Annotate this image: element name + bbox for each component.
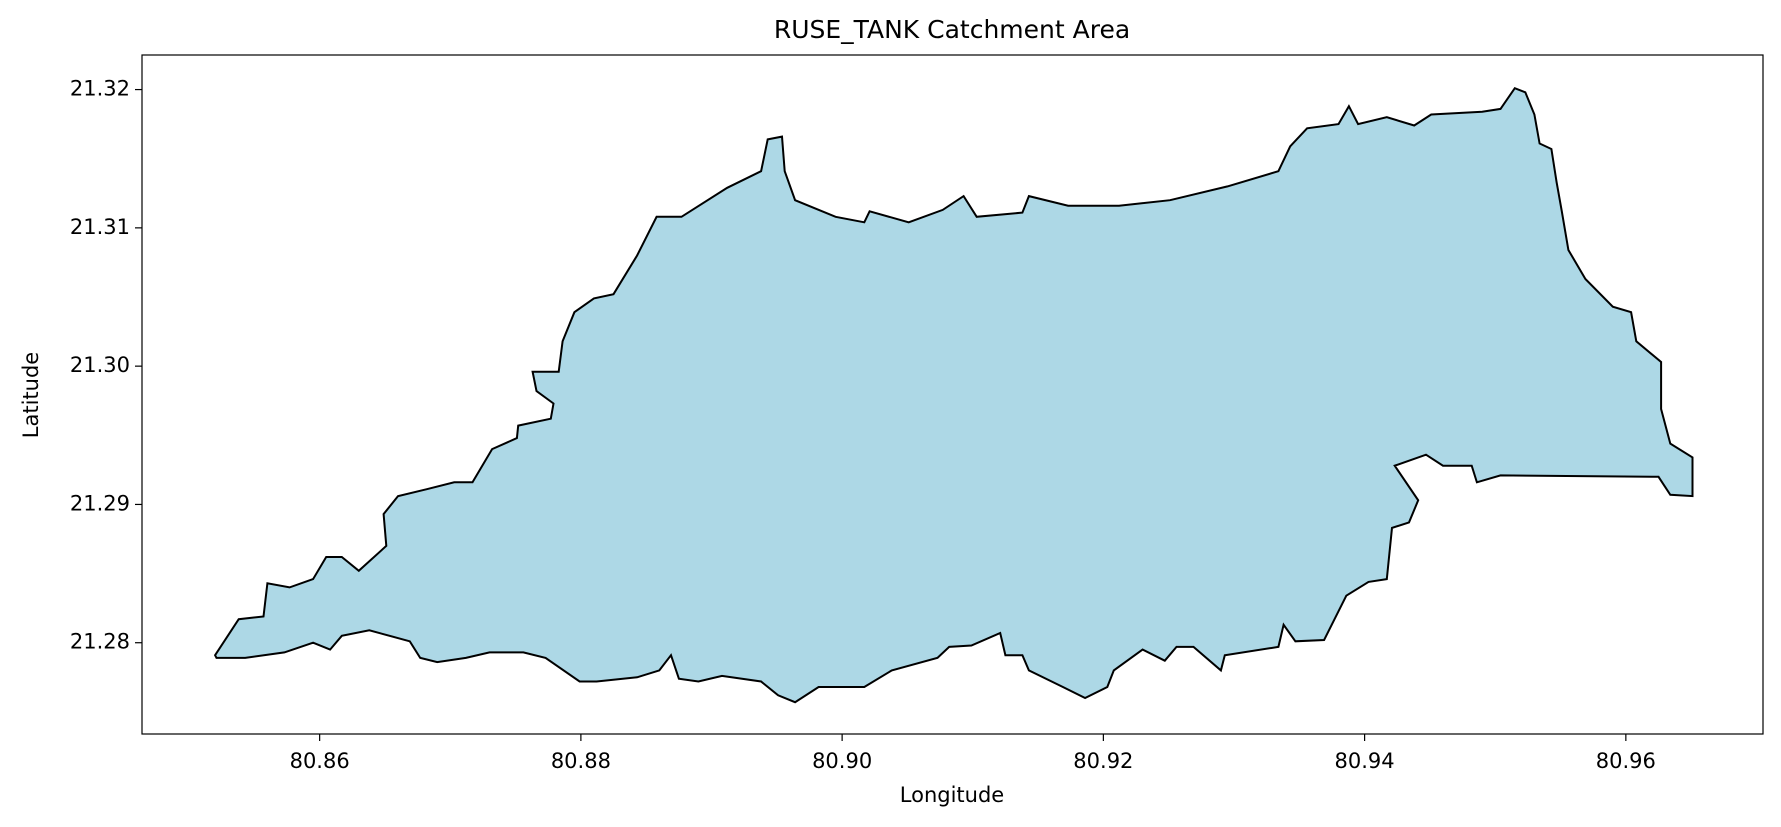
y-tick-label: 21.30 [70, 353, 130, 377]
x-tick-label: 80.86 [290, 749, 350, 773]
y-tick-label: 21.29 [70, 491, 130, 515]
x-tick-label: 80.94 [1335, 749, 1395, 773]
plot-frame [141, 54, 1764, 735]
x-tick-label: 80.92 [1073, 749, 1133, 773]
x-tick-label: 80.88 [551, 749, 611, 773]
y-axis-label: Latitude [19, 352, 43, 438]
y-tick-label: 21.32 [70, 77, 130, 101]
x-tick-label: 80.96 [1596, 749, 1656, 773]
y-tick-label: 21.28 [70, 630, 130, 654]
chart-title: RUSE_TANK Catchment Area [774, 15, 1130, 44]
x-axis-label: Longitude [900, 783, 1004, 807]
catchment-area [213, 86, 1694, 704]
x-tick-label: 80.90 [812, 749, 872, 773]
y-tick-label: 21.31 [70, 215, 130, 239]
